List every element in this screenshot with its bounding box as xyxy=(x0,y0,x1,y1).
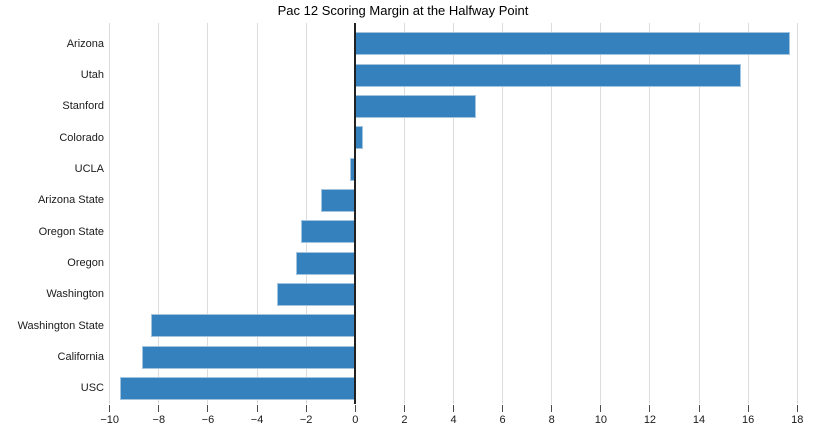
bar-colorado xyxy=(355,126,363,150)
gridline xyxy=(747,23,749,404)
bar-washington-state xyxy=(151,314,356,338)
gridline xyxy=(403,23,405,404)
bar-arizona-state xyxy=(320,188,356,212)
bar-usc xyxy=(119,376,356,400)
x-axis-tick-label: −2 xyxy=(299,414,313,426)
y-axis-label-arizona-state: Arizona State xyxy=(37,194,104,207)
x-axis-tick-label: 0 xyxy=(352,414,359,426)
gridline xyxy=(109,23,111,404)
x-axis-tick-label: 16 xyxy=(742,414,755,426)
x-axis-tick-label: −8 xyxy=(152,414,166,426)
y-axis-label-arizona: Arizona xyxy=(66,37,104,50)
gridline xyxy=(207,23,209,404)
x-axis-tick-label: 10 xyxy=(594,414,607,426)
gridline xyxy=(551,23,553,404)
gridline xyxy=(305,23,307,404)
x-axis-tick-label: 4 xyxy=(450,414,457,426)
y-axis-label-utah: Utah xyxy=(80,69,104,81)
x-axis-tick xyxy=(305,405,307,412)
x-axis-tick xyxy=(158,405,160,412)
x-axis-tick xyxy=(453,405,454,412)
zero-line xyxy=(354,23,357,404)
x-axis-tick xyxy=(796,405,798,412)
x-axis-tick-label: 18 xyxy=(791,414,804,426)
x-axis-tick xyxy=(256,405,258,412)
gridline xyxy=(796,23,798,404)
x-axis-tick xyxy=(502,405,504,412)
bar-oregon xyxy=(296,251,356,275)
x-axis-tick xyxy=(747,405,749,412)
x-axis-tick xyxy=(403,405,405,412)
gridline xyxy=(158,23,160,404)
y-axis-label-usc: USC xyxy=(80,382,104,395)
gridline xyxy=(600,23,602,404)
y-axis-label-oregon-state: Oregon State xyxy=(38,225,104,238)
x-axis-tick-label: −4 xyxy=(250,414,264,426)
x-axis-tick xyxy=(354,405,356,412)
y-axis-label-california: California xyxy=(57,351,104,363)
x-axis-tick-label: 2 xyxy=(401,414,408,426)
y-axis-label-colorado: Colorado xyxy=(59,131,104,144)
x-axis-tick-label: −10 xyxy=(100,414,120,426)
gridline xyxy=(256,23,258,404)
gridline xyxy=(502,23,504,404)
x-axis-tick-label: 14 xyxy=(692,414,706,426)
y-axis-label-ucla: UCLA xyxy=(74,163,104,175)
x-axis-tick-label: −6 xyxy=(201,414,215,426)
bar-arizona xyxy=(355,32,790,56)
y-axis-label-washington-state: Washington State xyxy=(17,319,104,332)
bar-utah xyxy=(355,63,741,87)
x-axis-tick-label: 12 xyxy=(643,414,657,426)
gridline xyxy=(649,23,651,404)
bar-washington xyxy=(276,282,356,306)
bar-oregon-state xyxy=(301,220,356,244)
chart-title: Pac 12 Scoring Margin at the Halfway Poi… xyxy=(277,3,529,18)
x-axis-tick xyxy=(551,405,553,412)
gridline xyxy=(698,23,700,404)
y-axis-label-oregon: Oregon xyxy=(67,257,104,269)
bar-stanford xyxy=(355,94,476,118)
y-axis-label-washington: Washington xyxy=(46,288,104,301)
x-axis-tick xyxy=(698,405,700,412)
bar-california xyxy=(141,345,356,369)
gridline xyxy=(453,23,454,404)
x-axis-tick xyxy=(109,405,111,412)
x-axis-tick xyxy=(649,405,651,412)
x-axis-tick-label: 8 xyxy=(548,414,555,426)
x-axis-tick xyxy=(600,405,602,412)
y-axis-label-stanford: Stanford xyxy=(62,100,104,113)
x-axis-tick xyxy=(207,405,209,412)
x-axis-tick-label: 6 xyxy=(499,414,506,426)
